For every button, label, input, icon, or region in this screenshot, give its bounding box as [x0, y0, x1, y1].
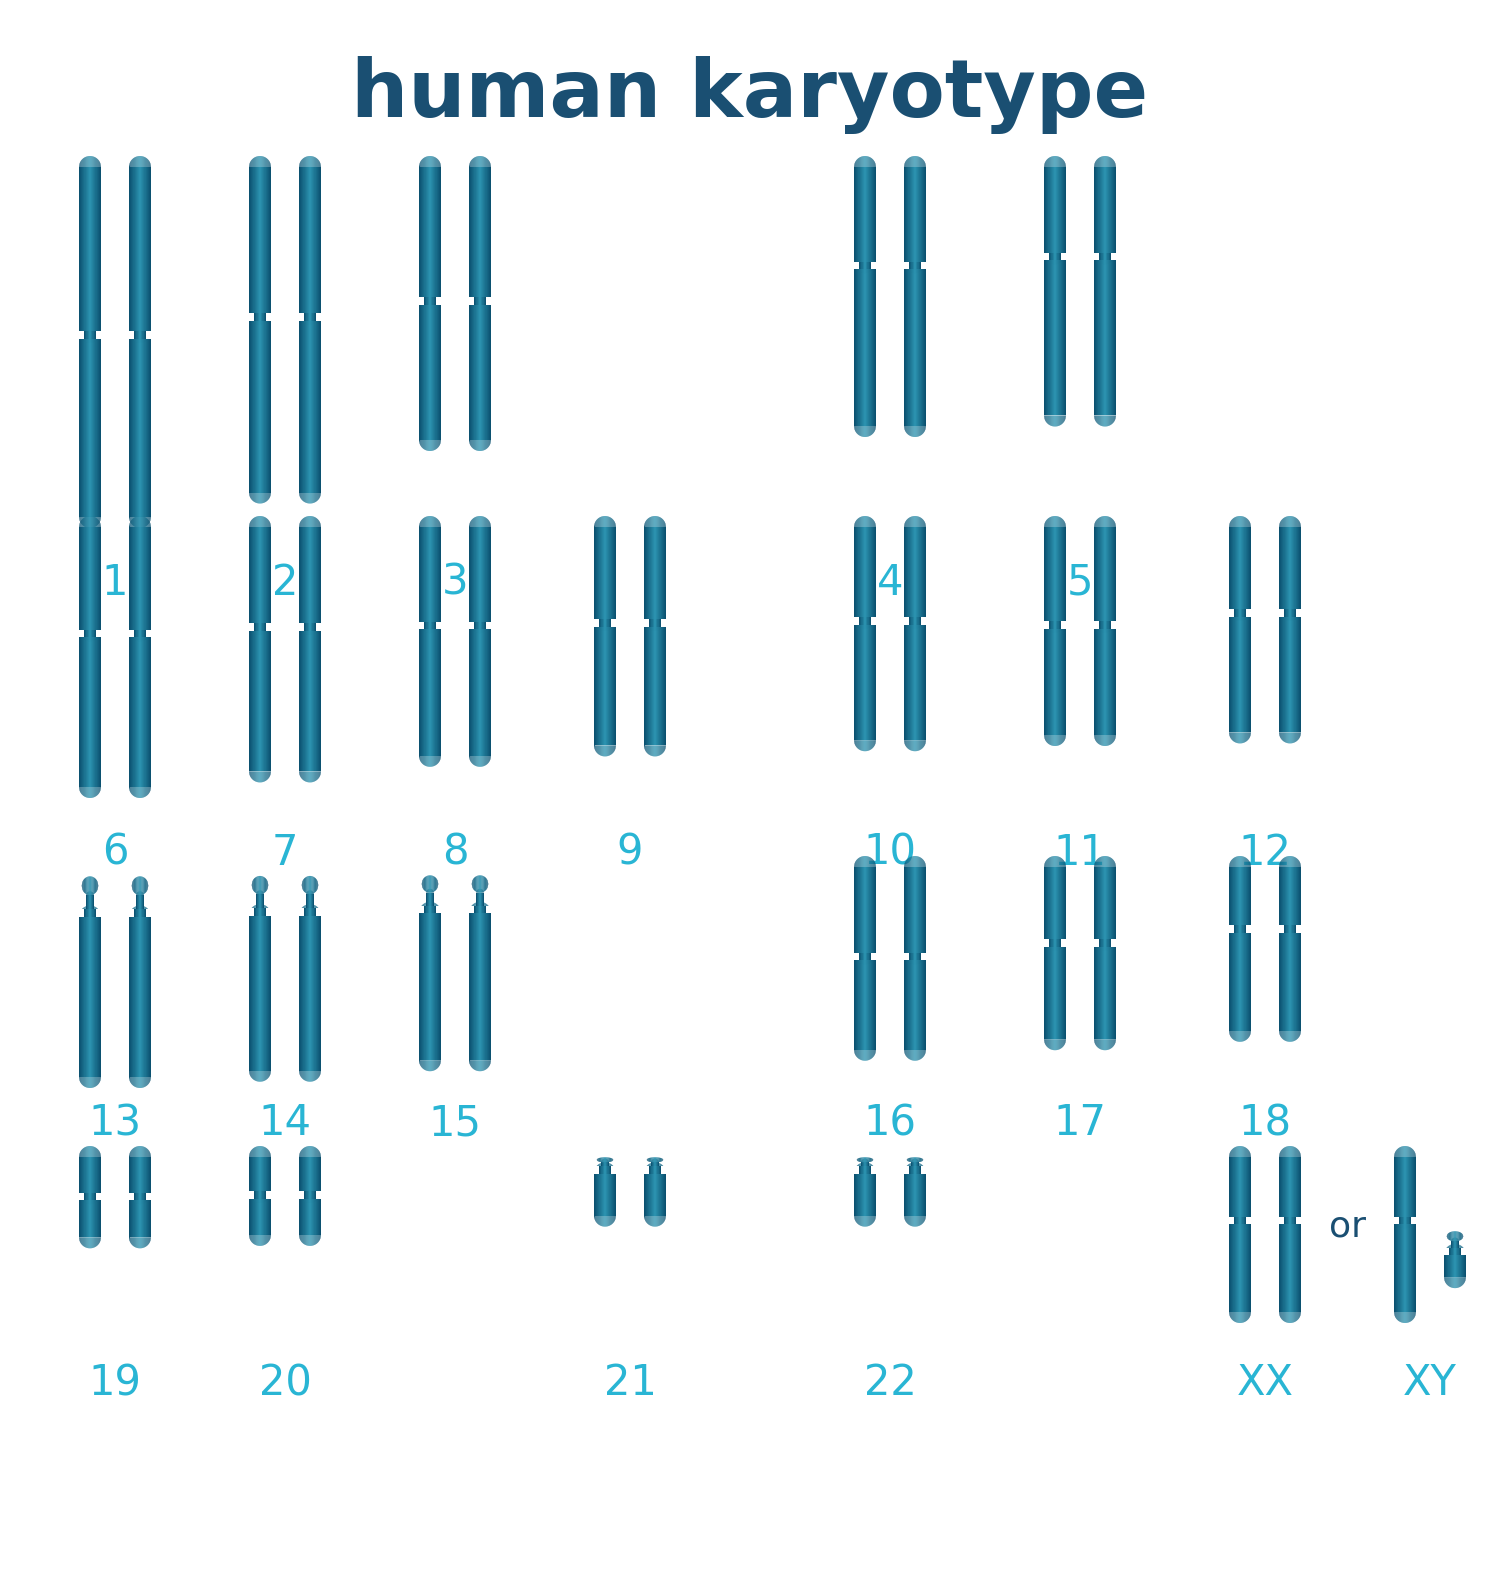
Bar [903, 952, 927, 960]
Bar [128, 332, 152, 340]
Text: XX: XX [1236, 1362, 1293, 1404]
Bar [1228, 609, 1252, 617]
Bar [248, 1192, 272, 1200]
Bar [592, 1166, 616, 1174]
Text: 19: 19 [88, 1362, 141, 1404]
Text: 20: 20 [258, 1362, 312, 1404]
Text: 17: 17 [1053, 1101, 1107, 1144]
Text: 1: 1 [102, 562, 128, 605]
Text: human karyotype: human karyotype [351, 56, 1149, 133]
Bar [78, 332, 102, 340]
Bar [1094, 252, 1118, 260]
Bar [1042, 940, 1066, 946]
Bar [468, 297, 492, 305]
Bar [1094, 940, 1118, 946]
Bar [468, 906, 492, 914]
Text: 4: 4 [876, 562, 903, 605]
Text: 11: 11 [1053, 832, 1107, 874]
Bar [1228, 1217, 1252, 1225]
Bar [468, 622, 492, 628]
Bar [419, 622, 442, 628]
Bar [1278, 925, 1302, 933]
Bar [903, 1166, 927, 1174]
Bar [853, 952, 877, 960]
Text: or: or [1329, 1209, 1366, 1244]
Text: 12: 12 [1239, 832, 1292, 874]
Bar [644, 619, 668, 627]
Text: 3: 3 [441, 562, 468, 605]
Text: 22: 22 [864, 1362, 916, 1404]
Bar [1443, 1247, 1467, 1255]
Bar [903, 262, 927, 270]
Bar [853, 617, 877, 625]
Text: 18: 18 [1239, 1101, 1292, 1144]
Bar [1278, 1217, 1302, 1225]
Text: 15: 15 [429, 1101, 482, 1144]
Bar [419, 906, 442, 914]
Bar [1394, 1217, 1417, 1225]
Bar [248, 313, 272, 321]
Bar [298, 313, 322, 321]
Text: 21: 21 [603, 1362, 657, 1404]
Bar [248, 908, 272, 916]
Bar [248, 624, 272, 632]
Text: 16: 16 [864, 1101, 916, 1144]
Bar [592, 619, 616, 627]
Bar [78, 909, 102, 917]
Bar [298, 1192, 322, 1200]
Bar [1042, 621, 1066, 628]
Bar [853, 262, 877, 270]
Bar [644, 1166, 668, 1174]
Bar [1278, 609, 1302, 617]
Bar [419, 297, 442, 305]
Bar [128, 909, 152, 917]
Bar [128, 630, 152, 638]
Text: 14: 14 [258, 1101, 312, 1144]
Text: 7: 7 [272, 832, 298, 874]
Text: 13: 13 [88, 1101, 141, 1144]
Text: 10: 10 [864, 832, 916, 874]
Bar [298, 624, 322, 632]
Text: 2: 2 [272, 562, 298, 605]
Bar [298, 908, 322, 916]
Bar [78, 1192, 102, 1200]
Bar [1228, 925, 1252, 933]
Bar [128, 1192, 152, 1200]
Text: 9: 9 [616, 832, 644, 874]
Bar [853, 1166, 877, 1174]
Bar [903, 617, 927, 625]
Bar [78, 630, 102, 638]
Text: XY: XY [1402, 1362, 1456, 1404]
Text: 5: 5 [1066, 562, 1094, 605]
Text: 6: 6 [102, 832, 128, 874]
Bar [1094, 621, 1118, 628]
Bar [1042, 252, 1066, 260]
Text: 8: 8 [441, 832, 468, 874]
